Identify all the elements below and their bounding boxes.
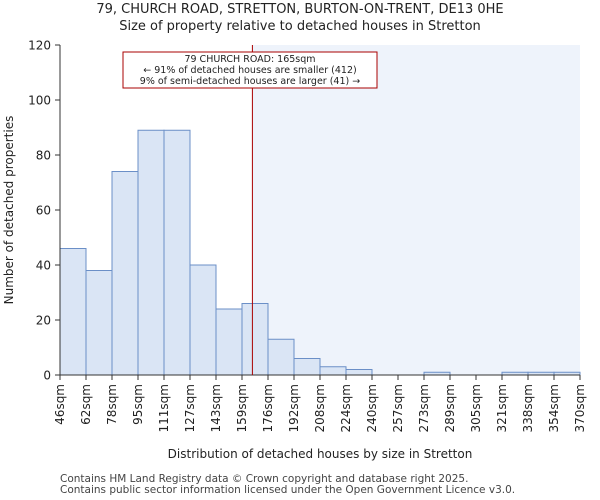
x-tick-label: 321sqm bbox=[495, 384, 509, 432]
x-tick-label: 95sqm bbox=[131, 384, 145, 425]
annotation-line-3: 9% of semi-detached houses are larger (4… bbox=[140, 76, 360, 87]
bar-62sqm bbox=[85, 270, 113, 376]
x-tick-label: 224sqm bbox=[339, 384, 353, 432]
y-ticks: 0 20 40 60 80 100 120 bbox=[28, 39, 60, 383]
y-tick-label: 20 bbox=[36, 314, 51, 328]
footer-line-2: Contains public sector information licen… bbox=[60, 484, 516, 496]
bar-208sqm bbox=[319, 366, 347, 376]
x-tick-label: 289sqm bbox=[443, 384, 457, 432]
x-tick-label: 176sqm bbox=[261, 384, 275, 432]
annotation-box: 79 CHURCH ROAD: 165sqm ← 91% of detached… bbox=[122, 51, 378, 89]
y-tick-label: 100 bbox=[28, 94, 51, 108]
bar-159sqm bbox=[241, 303, 269, 376]
x-tick-label: 62sqm bbox=[79, 384, 93, 425]
annotation-line-1: 79 CHURCH ROAD: 165sqm bbox=[184, 54, 315, 65]
x-tick-label: 159sqm bbox=[235, 384, 249, 432]
x-tick-label: 370sqm bbox=[573, 384, 587, 432]
bar-143sqm bbox=[215, 308, 243, 376]
bar-192sqm bbox=[293, 358, 321, 376]
annotation-line-2: ← 91% of detached houses are smaller (41… bbox=[143, 65, 356, 76]
bar-78sqm bbox=[111, 171, 139, 376]
y-tick-label: 60 bbox=[36, 204, 51, 218]
x-tick-label: 240sqm bbox=[365, 384, 379, 432]
y-tick-label: 120 bbox=[28, 39, 51, 53]
bar-95sqm bbox=[137, 129, 165, 376]
x-tick-label: 338sqm bbox=[521, 384, 535, 432]
footer-line-1: Contains HM Land Registry data © Crown c… bbox=[60, 473, 469, 485]
x-tick-label: 208sqm bbox=[313, 384, 327, 432]
x-tick-label: 257sqm bbox=[391, 384, 405, 432]
x-axis-label: Distribution of detached houses by size … bbox=[168, 447, 473, 461]
x-tick-label: 192sqm bbox=[287, 384, 301, 432]
bar-127sqm bbox=[189, 264, 217, 376]
chart-title: 79, CHURCH ROAD, STRETTON, BURTON-ON-TRE… bbox=[96, 2, 504, 17]
y-tick-label: 80 bbox=[36, 149, 51, 163]
bar-176sqm bbox=[267, 338, 295, 376]
chart-subtitle: Size of property relative to detached ho… bbox=[119, 19, 481, 34]
bars-group bbox=[59, 129, 581, 376]
y-axis-label: Number of detached properties bbox=[2, 116, 16, 305]
x-tick-label: 143sqm bbox=[209, 384, 223, 432]
x-tick-label: 127sqm bbox=[183, 384, 197, 432]
bar-111sqm bbox=[163, 129, 191, 376]
highlight-region bbox=[252, 45, 580, 375]
y-tick-label: 0 bbox=[43, 369, 51, 383]
x-tick-label: 78sqm bbox=[105, 384, 119, 425]
x-ticks: 46sqm 62sqm 78sqm 95sqm 111sqm 127sqm 143sqm 15… bbox=[53, 375, 587, 432]
y-tick-label: 40 bbox=[36, 259, 51, 273]
x-tick-label: 273sqm bbox=[417, 384, 431, 432]
histogram-chart: 0 20 40 60 80 100 120 46sqm 62sqm 78sqm 95sqm 111s… bbox=[2, 39, 587, 462]
x-tick-label: 46sqm bbox=[53, 384, 67, 425]
bar-224sqm bbox=[345, 369, 373, 376]
x-tick-label: 305sqm bbox=[469, 384, 483, 432]
x-tick-label: 111sqm bbox=[157, 384, 171, 432]
bar-46sqm bbox=[59, 248, 87, 376]
x-tick-label: 354sqm bbox=[547, 384, 561, 432]
